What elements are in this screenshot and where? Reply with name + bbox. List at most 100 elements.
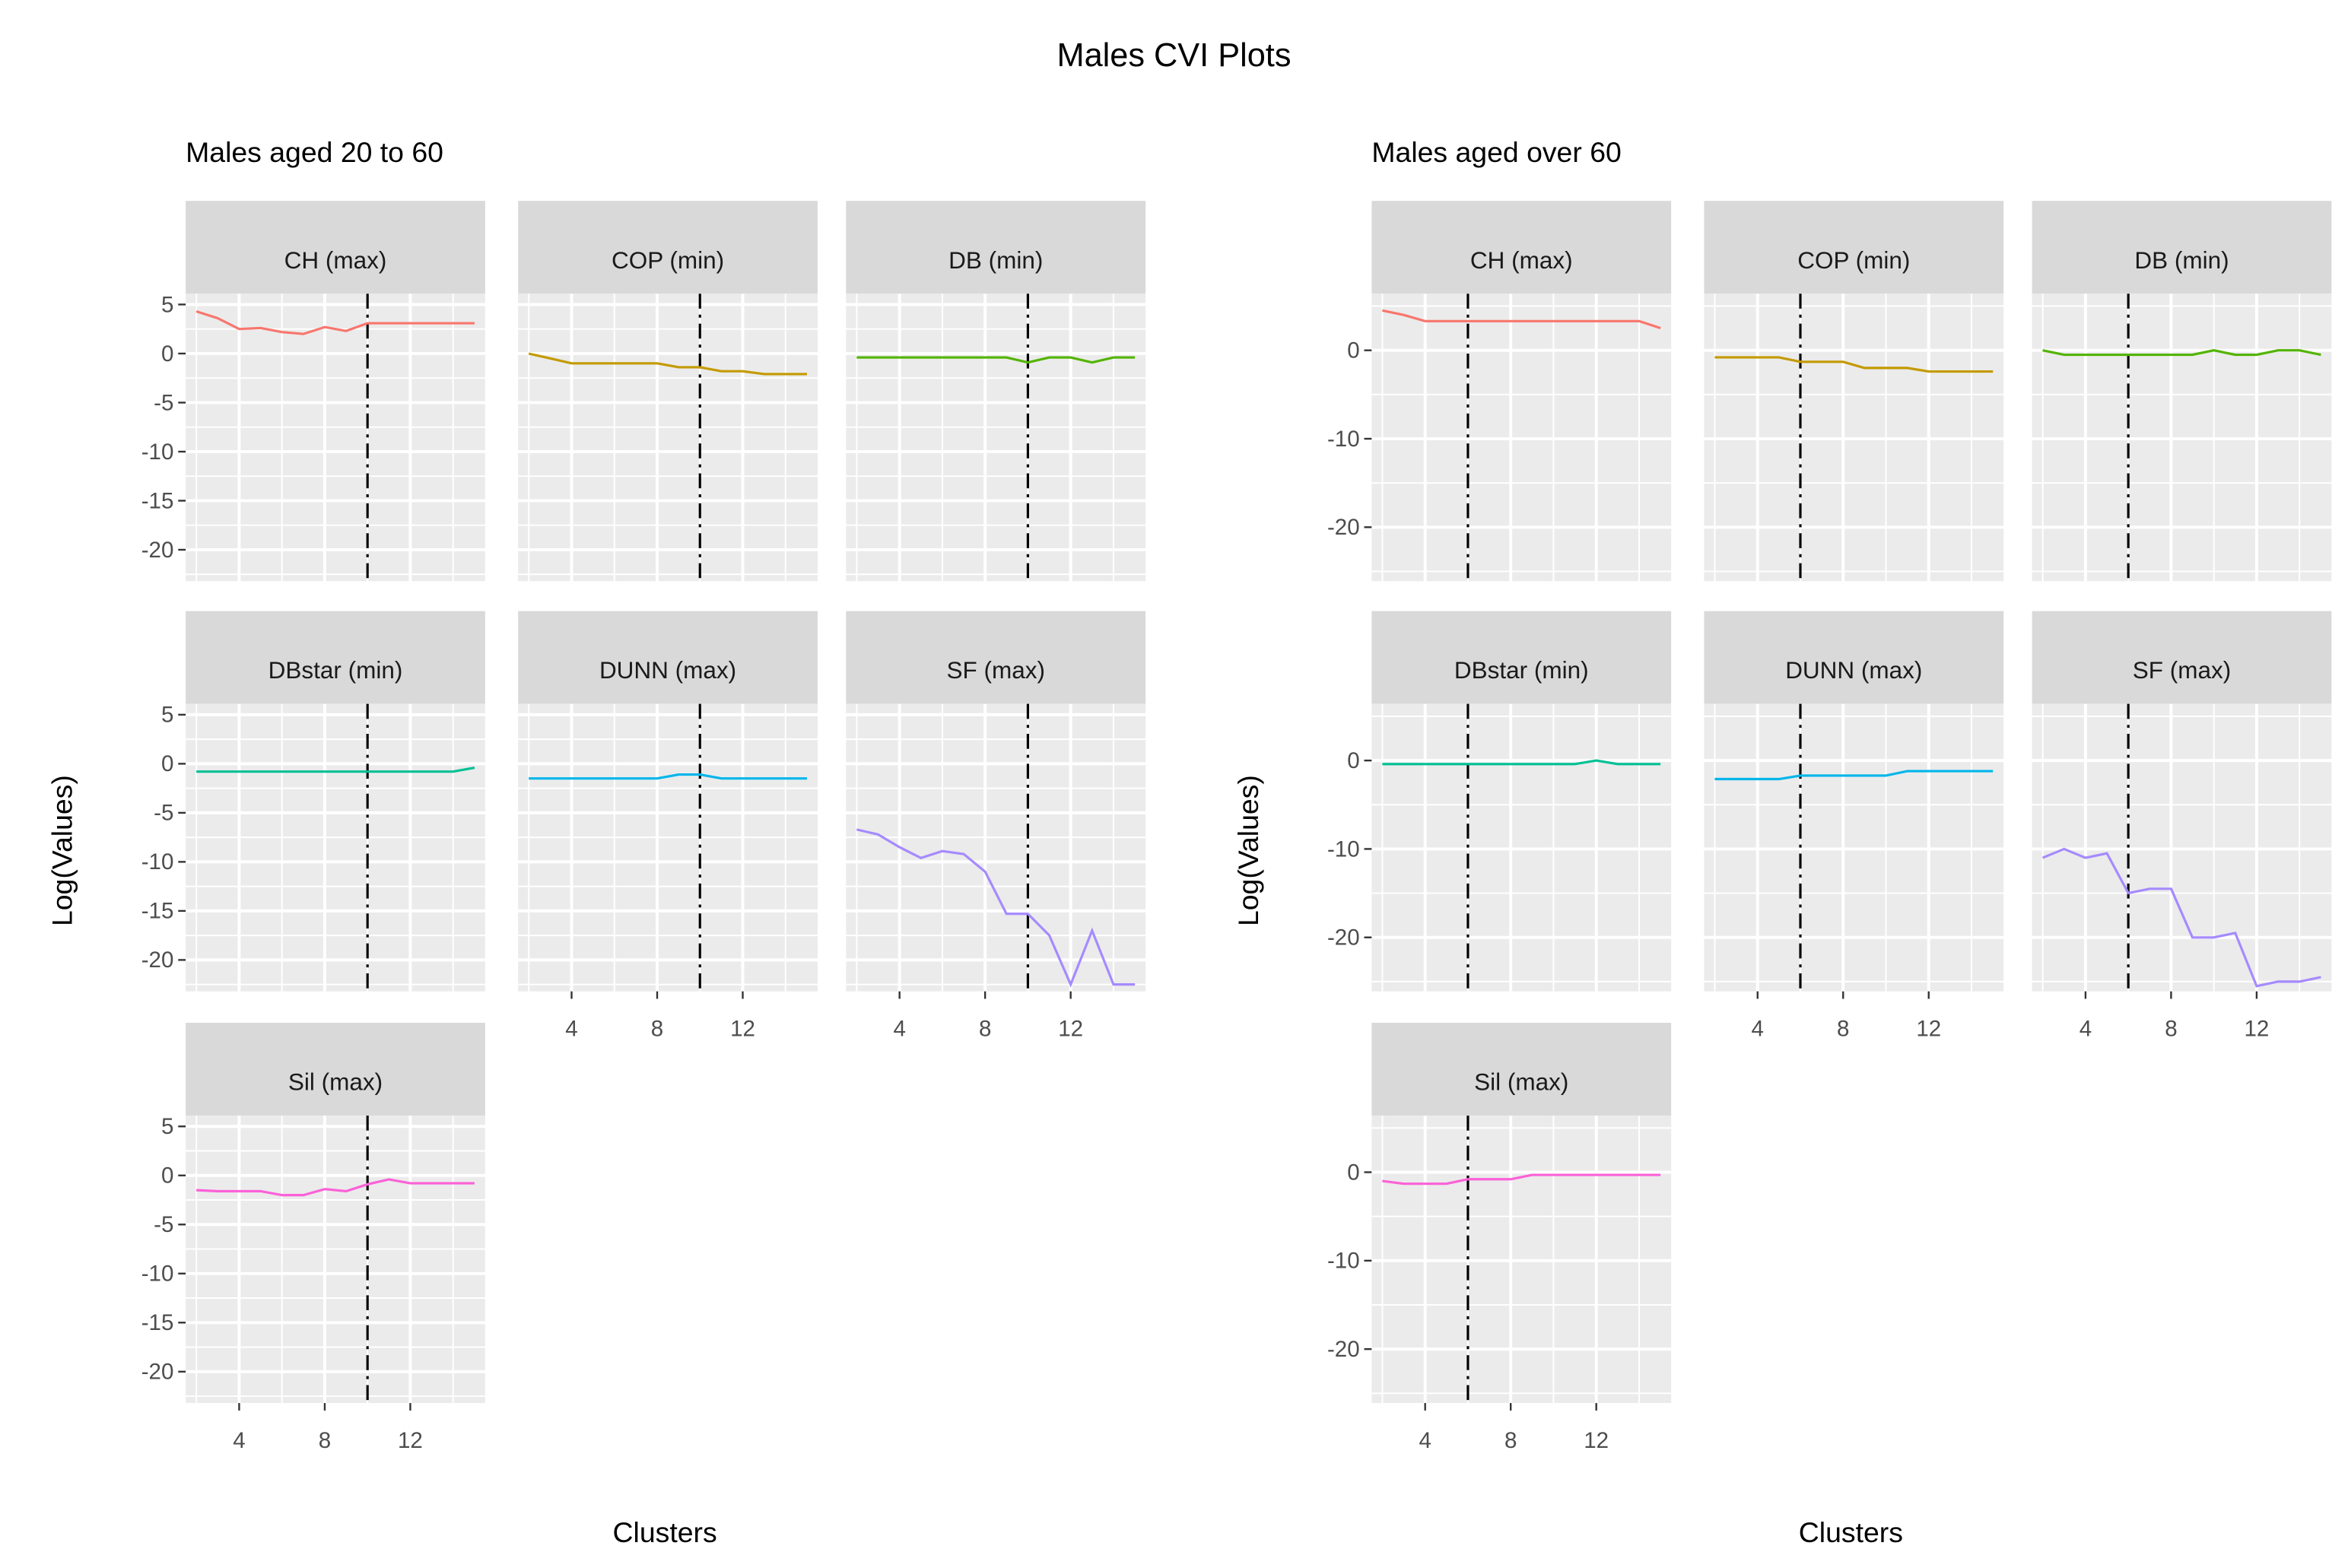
y-tick-label: 0 [161,341,173,367]
series-line-CH [1382,309,1661,330]
panel-CH: CH (max) 5 0 -5 -10 -15 -20 [141,201,485,582]
y-tick-label: -20 [1327,515,1360,540]
y-tick-label: -20 [141,538,174,563]
y-tick-label: -10 [1327,427,1360,452]
x-tick-label: 4 [233,1428,245,1453]
panel-strip [518,201,818,294]
panel-DBstar: DBstar (min) 0 -10 -20 [1327,611,1672,992]
panel-SF: SF (max) 4 8 12 [846,611,1146,1042]
y-tick-label: -20 [141,947,174,973]
x-tick-label: 4 [1419,1428,1431,1453]
x-tick-label: 12 [1058,1017,1083,1042]
series-line-Sil [196,1178,475,1197]
group-subtitle: Males aged 20 to 60 [186,136,443,168]
panel-CH: CH (max) 0 -10 -20 [1327,201,1672,582]
series-line-SF [856,828,1136,988]
y-tick-label: -15 [141,1310,174,1335]
panel-strip [846,201,1146,294]
panel-strip-label: DUNN (max) [599,656,736,684]
panel-strip-label: DB (min) [948,246,1043,274]
y-tick-label: -10 [1327,1249,1360,1274]
panel-strip-label: SF (max) [946,656,1044,684]
panel-strip-label: DUNN (max) [1785,656,1922,684]
x-axis-title: Clusters [613,1516,717,1548]
panel-strip [1371,201,1672,294]
x-tick-label: 12 [1584,1428,1609,1453]
panel-strip [846,611,1146,704]
panel-background [186,294,485,582]
panel-background [846,703,1146,992]
panel-strip [2032,201,2332,294]
group-subtitle: Males aged over 60 [1371,136,1621,168]
chart-title: Males CVI Plots [1057,37,1292,74]
y-tick-label: -20 [141,1360,174,1385]
x-tick-label: 8 [319,1428,331,1453]
y-tick-label: -5 [154,390,173,415]
y-tick-label: -10 [141,1262,174,1287]
series-line-DB [856,356,1136,364]
y-tick-label: -15 [141,488,174,513]
panel-strip-label: SF (max) [2133,656,2232,684]
panel-background [846,294,1146,582]
x-tick-label: 8 [979,1017,991,1042]
x-tick-label: 12 [730,1017,755,1042]
y-tick-label: -10 [1327,836,1360,862]
y-tick-label: 0 [1347,1160,1359,1185]
y-tick-label: 0 [1347,338,1359,363]
x-tick-label: 12 [1916,1017,1941,1042]
series-line-COP [528,352,807,376]
panel-strip [1704,201,2004,294]
series-line-DBstar [1382,759,1661,766]
panel-strip [186,1023,485,1116]
x-tick-label: 8 [1504,1428,1517,1453]
y-tick-label: -10 [141,440,174,465]
x-tick-label: 8 [651,1017,663,1042]
panel-Sil: Sil (max) 0 -10 -20 4 8 12 [1327,1023,1672,1453]
y-tick-label: -15 [141,899,174,924]
x-tick-label: 4 [1752,1017,1764,1042]
panel-DB: DB (min) [846,201,1146,582]
y-tick-label: -5 [154,801,173,826]
series-line-DBstar [196,766,475,773]
y-tick-label: 5 [161,1114,173,1139]
panel-strip [1704,611,2004,704]
panel-COP: COP (min) [518,201,818,582]
x-tick-label: 4 [2080,1017,2092,1042]
series-line-DB [2042,349,2321,357]
x-tick-label: 8 [2165,1017,2177,1042]
x-axis-title: Clusters [1799,1516,1903,1548]
panel-strip [186,611,485,704]
panel-DB: DB (min) [2032,201,2332,582]
chart-group-0: Males aged 20 to 60 Clusters Log(Values) CH… [46,136,1146,1548]
panel-Sil: Sil (max) 5 0 -5 -10 -15 -20 4 8 12 [141,1023,485,1453]
panel-strip-label: DB (min) [2134,246,2229,274]
x-tick-label: 12 [398,1428,423,1453]
y-tick-label: -20 [1327,1337,1360,1362]
panel-background [518,294,818,582]
panel-DBstar: DBstar (min) 5 0 -5 -10 -15 -20 [141,611,485,992]
chart-group-1: Males aged over 60 Clusters Log(Values) CH … [1232,136,2332,1548]
panel-strip [2032,611,2332,704]
x-tick-label: 4 [565,1017,577,1042]
panel-SF: SF (max) 4 8 12 [2032,611,2332,1042]
panel-background [518,703,818,992]
panel-strip [518,611,818,704]
x-tick-label: 4 [893,1017,905,1042]
panel-strip-label: DBstar (min) [268,656,403,684]
panel-strip [186,201,485,294]
panel-strip-label: CH (max) [284,246,387,274]
panel-DUNN: DUNN (max) 4 8 12 [1704,611,2004,1042]
panel-strip-label: COP (min) [1797,246,1910,274]
panel-strip-label: DBstar (min) [1454,656,1589,684]
series-line-DUNN [529,773,807,780]
y-tick-label: -10 [141,849,174,874]
panel-strip-label: COP (min) [612,246,724,274]
x-tick-label: 12 [2244,1017,2269,1042]
panel-COP: COP (min) [1704,201,2004,582]
panel-background [186,703,485,992]
panel-strip-label: CH (max) [1470,246,1573,274]
series-line-COP [1714,356,1994,373]
panel-strip [1371,611,1672,704]
panel-background [186,1116,485,1404]
